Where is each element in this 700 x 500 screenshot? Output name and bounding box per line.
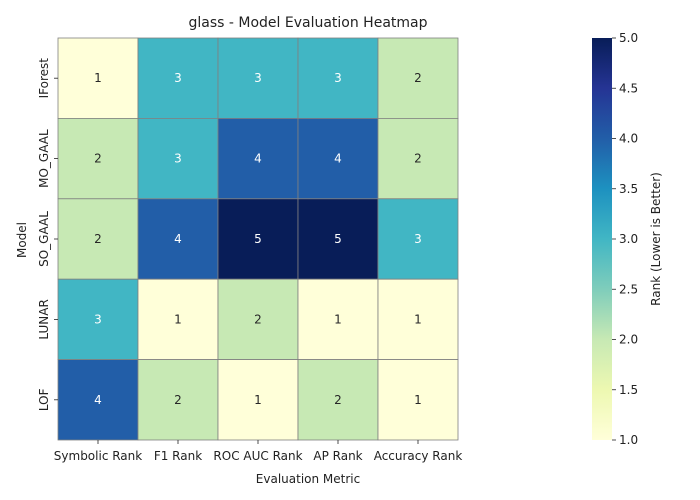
heatmap-cell xyxy=(217,37,299,119)
cell-value-label: 2 xyxy=(174,393,182,407)
heatmap-cells: 1 3 3 3 2 2 3 4 4 2 2 4 5 5 3 3 1 2 1 1 4 2 1 2 1 xyxy=(57,37,459,441)
colorbar-gradient xyxy=(592,38,612,440)
heatmap-cell xyxy=(57,37,139,119)
cell-value-label: 3 xyxy=(414,232,422,246)
colorbar-tick-label: 3.5 xyxy=(619,182,638,196)
y-tick-labels: IForest MO_GAAL SO_GAAL LUNAR LOF xyxy=(37,58,58,411)
colorbar-label: Rank (Lower is Better) xyxy=(649,172,663,306)
cell-value-label: 3 xyxy=(254,71,262,85)
cell-value-label: 3 xyxy=(174,152,182,166)
colorbar-tick-label: 1.5 xyxy=(619,383,638,397)
colorbar-tick-label: 2.0 xyxy=(619,333,638,347)
x-tick-label: ROC AUC Rank xyxy=(213,449,302,463)
heatmap-cell xyxy=(137,37,219,119)
heatmap-cell xyxy=(297,278,379,361)
x-tick-label: AP Rank xyxy=(313,449,362,463)
cell-value-label: 3 xyxy=(94,312,102,326)
y-tick-label: LOF xyxy=(37,388,51,411)
heatmap-cell xyxy=(217,278,299,361)
cell-value-label: 3 xyxy=(334,71,342,85)
cell-value-label: 2 xyxy=(94,232,102,246)
cell-value-label: 1 xyxy=(414,312,422,326)
cell-value-label: 4 xyxy=(174,232,182,246)
chart-title: glass - Model Evaluation Heatmap xyxy=(188,15,427,31)
x-tick-labels: Symbolic Rank F1 Rank ROC AUC Rank AP Rank A… xyxy=(54,440,463,463)
cell-value-label: 5 xyxy=(334,232,342,246)
heatmap-cell xyxy=(217,198,299,280)
colorbar-tick-label: 5.0 xyxy=(619,31,638,45)
heatmap-cell xyxy=(297,37,379,119)
cell-value-label: 4 xyxy=(94,393,102,407)
cell-value-label: 2 xyxy=(334,393,342,407)
heatmap-cell xyxy=(137,198,219,280)
heatmap-cell xyxy=(377,359,459,441)
heatmap-cell xyxy=(137,359,219,441)
colorbar-tick-label: 2.5 xyxy=(619,282,638,296)
y-tick-label: LUNAR xyxy=(37,299,51,339)
cell-value-label: 5 xyxy=(254,232,262,246)
cell-value-label: 1 xyxy=(254,393,262,407)
heatmap-cell xyxy=(377,198,459,280)
heatmap-cell xyxy=(377,37,459,119)
heatmap-cell xyxy=(217,118,299,200)
colorbar-tick-label: 4.5 xyxy=(619,81,638,95)
x-tick-label: Symbolic Rank xyxy=(54,449,142,463)
cell-value-label: 4 xyxy=(254,152,262,166)
colorbar-tick-label: 3.0 xyxy=(619,232,638,246)
y-tick-label: SO_GAAL xyxy=(37,211,51,267)
cell-value-label: 1 xyxy=(334,312,342,326)
cell-value-label: 4 xyxy=(334,152,342,166)
y-axis-label: Model xyxy=(15,222,29,258)
cell-value-label: 1 xyxy=(414,393,422,407)
x-tick-label: Accuracy Rank xyxy=(374,449,463,463)
cell-value-label: 2 xyxy=(414,71,422,85)
y-tick-label: IForest xyxy=(37,58,51,99)
cell-value-label: 1 xyxy=(94,71,102,85)
heatmap-cell xyxy=(137,278,219,361)
cell-value-label: 1 xyxy=(174,312,182,326)
colorbar-tick-label: 1.0 xyxy=(619,433,638,447)
heatmap-cell xyxy=(57,118,139,200)
cell-value-label: 2 xyxy=(414,152,422,166)
heatmap-cell xyxy=(297,198,379,280)
cell-value-label: 2 xyxy=(94,152,102,166)
x-axis-label: Evaluation Metric xyxy=(256,472,360,486)
colorbar-ticks: 1.0 1.5 2.0 2.5 3.0 3.5 4.0 4.5 5.0 xyxy=(612,31,638,447)
cell-value-label: 2 xyxy=(254,312,262,326)
heatmap-cell xyxy=(217,359,299,441)
cell-value-label: 3 xyxy=(174,71,182,85)
colorbar-tick-label: 4.0 xyxy=(619,132,638,146)
colorbar: 1.0 1.5 2.0 2.5 3.0 3.5 4.0 4.5 5.0 Rank (Lower … xyxy=(592,31,663,447)
heatmap-cell xyxy=(377,118,459,200)
heatmap-cell xyxy=(57,359,139,441)
x-tick-label: F1 Rank xyxy=(154,449,202,463)
y-tick-label: MO_GAAL xyxy=(37,129,51,188)
heatmap-cell xyxy=(377,278,459,361)
